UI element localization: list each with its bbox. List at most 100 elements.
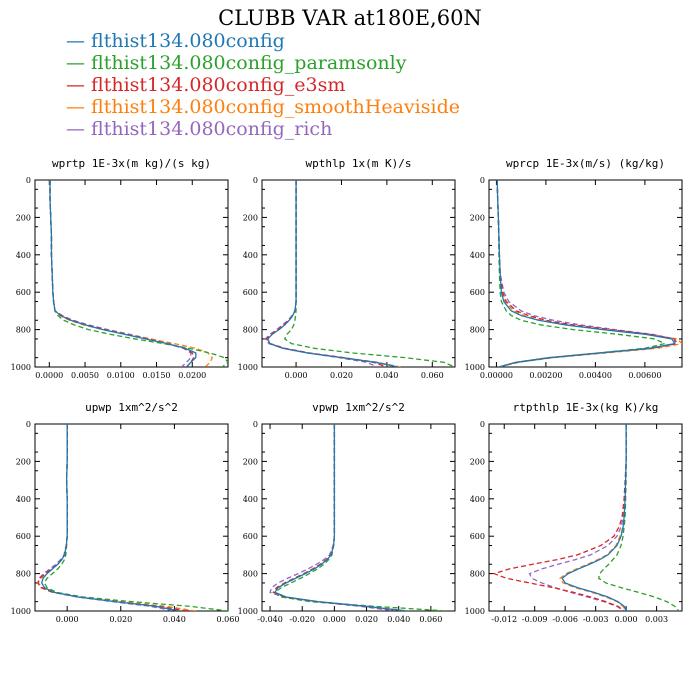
series-line xyxy=(528,424,627,611)
series-line xyxy=(496,180,667,367)
y-tick-label: 600 xyxy=(16,288,31,297)
x-tick-label: -0.003 xyxy=(583,615,609,624)
series-line xyxy=(559,424,627,611)
panel-title: rtpthlp 1E-3x(kg K)/kg xyxy=(513,401,659,414)
y-tick-label: 200 xyxy=(16,457,31,466)
y-tick-label: 800 xyxy=(243,326,258,335)
legend-entry: — flthist134.080config_rich xyxy=(66,118,460,140)
y-tick-label: 400 xyxy=(243,251,258,260)
series-line xyxy=(49,180,197,367)
series-line xyxy=(40,424,180,611)
x-tick-label: 0.00400 xyxy=(579,371,612,380)
x-tick-label: 0.00600 xyxy=(628,371,661,380)
chart-panel: upwp 1xm^2/s^2 0 200 400 600 800 1000 0.000 0.02… xyxy=(11,401,240,624)
y-tick-label: 400 xyxy=(470,251,485,260)
legend-dash: — xyxy=(66,96,92,118)
y-tick-label: 400 xyxy=(16,251,31,260)
y-tick-label: 400 xyxy=(243,495,258,504)
series-line xyxy=(273,424,409,611)
series-line xyxy=(496,180,676,367)
series-group xyxy=(496,180,682,367)
x-tick-label: -0.012 xyxy=(491,615,517,624)
x-tick-label: 0.0100 xyxy=(107,371,135,380)
x-tick-label: 0.040 xyxy=(387,615,410,624)
y-tick-label: 400 xyxy=(470,495,485,504)
series-line xyxy=(492,424,627,611)
series-group xyxy=(492,424,680,611)
x-tick-label: -0.009 xyxy=(522,615,548,624)
y-tick-label: 0 xyxy=(26,176,31,185)
x-tick-label: 0.000 xyxy=(56,615,79,624)
series-line xyxy=(273,424,448,611)
legend-label: flthist134.080config_paramsonly xyxy=(91,52,407,74)
legend-entry: — flthist134.080config_smoothHeaviside xyxy=(66,96,460,118)
series-group xyxy=(49,180,228,367)
x-tick-label: 0.040 xyxy=(375,371,398,380)
series-line xyxy=(266,180,401,367)
y-tick-label: 800 xyxy=(470,570,485,579)
panel-title: wpthlp 1x(m K)/s xyxy=(306,157,412,170)
x-tick-label: 0.0050 xyxy=(71,371,99,380)
y-tick-label: 1000 xyxy=(465,607,485,616)
x-tick-label: 0.00000 xyxy=(480,371,513,380)
series-line xyxy=(266,180,399,367)
x-tick-label: 0.0200 xyxy=(178,371,206,380)
x-tick-label: 0.060 xyxy=(421,371,444,380)
x-tick-label: 0.000 xyxy=(615,615,638,624)
y-tick-label: 800 xyxy=(243,570,258,579)
series-group xyxy=(269,424,448,611)
x-tick-label: 0.000 xyxy=(323,615,346,624)
y-tick-label: 600 xyxy=(243,288,258,297)
figure-title: CLUBB VAR at180E,60N xyxy=(218,6,482,30)
x-tick-label: -0.006 xyxy=(552,615,578,624)
legend-label: flthist134.080config xyxy=(91,30,285,52)
series-line xyxy=(43,424,228,611)
legend-label: flthist134.080config_rich xyxy=(91,118,333,140)
legend-entry: — flthist134.080config_paramsonly xyxy=(66,52,460,74)
series-line xyxy=(496,180,676,367)
x-tick-label: 0.0150 xyxy=(143,371,171,380)
y-tick-label: 600 xyxy=(243,532,258,541)
chart-panel: wpthlp 1x(m K)/s 0 200 400 600 800 1000 0.000 0.… xyxy=(238,157,456,380)
legend-label: flthist134.080config_e3sm xyxy=(91,74,346,96)
series-line xyxy=(561,424,627,611)
y-tick-label: 800 xyxy=(470,326,485,335)
series-group xyxy=(264,180,455,367)
x-tick-label: 0.020 xyxy=(109,615,132,624)
x-tick-label: 0.003 xyxy=(645,615,668,624)
series-line xyxy=(264,180,379,367)
y-tick-label: 200 xyxy=(243,213,258,222)
y-tick-label: 0 xyxy=(253,420,258,429)
y-tick-label: 0 xyxy=(480,176,485,185)
panel-title: upwp 1xm^2/s^2 xyxy=(85,401,178,414)
plot-frame xyxy=(261,179,456,368)
y-tick-label: 1000 xyxy=(11,607,31,616)
y-tick-label: 200 xyxy=(470,457,485,466)
y-tick-label: 400 xyxy=(16,495,31,504)
x-tick-label: -0.040 xyxy=(257,615,283,624)
chart-panel: wprtp 1E-3x(m kg)/(s kg) 0 200 400 600 800 100… xyxy=(11,157,229,380)
series-line xyxy=(36,424,188,611)
x-tick-label: 0.0000 xyxy=(35,371,63,380)
y-tick-label: 600 xyxy=(16,532,31,541)
y-tick-label: 1000 xyxy=(465,363,485,372)
y-tick-label: 1000 xyxy=(238,607,258,616)
legend-dash: — xyxy=(66,52,92,74)
series-group xyxy=(36,424,228,611)
series-line xyxy=(283,180,455,367)
chart-panel: wprcp 1E-3x(m/s) (kg/kg) 0 200 400 600 800 100… xyxy=(465,157,683,380)
legend-entry: — flthist134.080config_e3sm xyxy=(66,74,460,96)
panel-title: vpwp 1xm^2/s^2 xyxy=(312,401,405,414)
series-line xyxy=(49,180,195,367)
y-tick-label: 600 xyxy=(470,532,485,541)
y-tick-label: 200 xyxy=(16,213,31,222)
y-tick-label: 600 xyxy=(470,288,485,297)
x-tick-label: 0.00200 xyxy=(529,371,562,380)
y-tick-label: 1000 xyxy=(11,363,31,372)
plot-frame xyxy=(488,179,683,368)
y-tick-label: 0 xyxy=(480,420,485,429)
chart-panel: rtpthlp 1E-3x(kg K)/kg02004006008001000-… xyxy=(465,401,683,624)
panel-title: wprcp 1E-3x(m/s) (kg/kg) xyxy=(506,157,665,170)
legend-label: flthist134.080config_smoothHeaviside xyxy=(91,96,460,118)
series-line xyxy=(49,180,214,367)
